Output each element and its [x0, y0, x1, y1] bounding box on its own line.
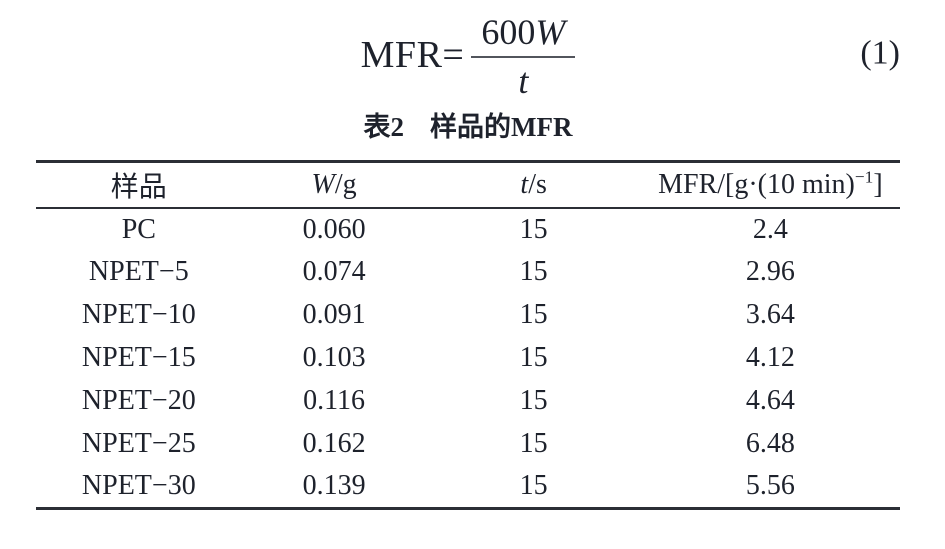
mfr-table: 样品 W/g t/s MFR/[g·(10 min)−1] PC 0.060 1… — [36, 160, 900, 511]
cell-sample: NPET−25 — [81, 428, 196, 460]
table-caption: 表2 样品的MFR — [36, 110, 900, 145]
column-header-mfr: MFR/[g·(10 min)−1] — [641, 162, 900, 208]
cell-time: 15 — [519, 256, 548, 288]
mfr-unit-prefix: MFR/[g·(10 min) — [658, 168, 855, 200]
cell-mfr: 2.4 — [752, 213, 788, 245]
cell-sample: NPET−30 — [81, 470, 196, 502]
time-unit: /s — [528, 168, 547, 200]
weight-variable: W — [311, 168, 335, 200]
cell-time: 15 — [519, 385, 548, 417]
column-header-time: t/s — [427, 162, 641, 208]
cell-weight: 0.162 — [302, 428, 366, 460]
cell-mfr: 6.48 — [745, 428, 795, 460]
cell-weight: 0.139 — [302, 470, 366, 502]
cell-time: 15 — [519, 299, 548, 331]
table-row: NPET−10 0.091 15 3.64 — [36, 294, 900, 337]
weight-unit: /g — [334, 168, 357, 200]
cell-sample: PC — [121, 213, 156, 245]
fraction-denominator: t — [471, 55, 576, 101]
cell-time: 15 — [519, 213, 548, 245]
table-row: NPET−30 0.139 15 5.56 — [36, 466, 900, 509]
table-body: PC 0.060 15 2.4 NPET−5 0.074 15 2.96 NPE… — [36, 208, 900, 509]
cell-weight: 0.103 — [302, 342, 366, 374]
numerator-coefficient: 600 — [481, 11, 536, 52]
cell-weight: 0.060 — [302, 213, 366, 245]
cell-sample: NPET−10 — [81, 299, 196, 331]
cell-time: 15 — [519, 428, 548, 460]
cell-weight: 0.074 — [302, 256, 366, 288]
mfr-unit-exponent: −1 — [854, 167, 874, 187]
equation-number: (1) — [860, 34, 900, 72]
numerator-variable-W: W — [535, 11, 566, 52]
cell-mfr: 4.12 — [745, 342, 795, 374]
table-header: 样品 W/g t/s MFR/[g·(10 min)−1] — [36, 162, 900, 208]
cell-time: 15 — [519, 470, 548, 502]
equation-fraction: 600W t — [471, 12, 576, 101]
equation-lhs: MFR= — [360, 34, 465, 76]
table-row: NPET−20 0.116 15 4.64 — [36, 380, 900, 423]
table-caption-title: 样品的MFR — [430, 112, 573, 142]
table-row: NPET−25 0.162 15 6.48 — [36, 423, 900, 466]
mfr-equation: MFR= 600W t — [361, 12, 576, 99]
cell-weight: 0.116 — [303, 385, 366, 417]
table-row: PC 0.060 15 2.4 — [36, 208, 900, 251]
header-row: 样品 W/g t/s MFR/[g·(10 min)−1] — [36, 162, 900, 208]
cell-mfr: 2.96 — [745, 256, 795, 288]
denominator-variable-t: t — [518, 60, 529, 101]
fraction-numerator: 600W — [471, 12, 575, 56]
page: MFR= 600W t (1) 表2 样品的MFR 样品 W/g t/s MFR/… — [0, 8, 945, 549]
table-row: NPET−15 0.103 15 4.12 — [36, 337, 900, 380]
cell-weight: 0.091 — [302, 299, 366, 331]
table-caption-label: 表2 — [363, 112, 405, 142]
mfr-unit-suffix: ] — [873, 168, 883, 200]
cell-sample: NPET−20 — [81, 385, 196, 417]
cell-time: 15 — [519, 342, 548, 374]
cell-sample: NPET−5 — [88, 256, 189, 288]
cell-sample: NPET−15 — [81, 342, 196, 374]
column-header-sample: 样品 — [110, 171, 167, 203]
time-variable: t — [520, 168, 529, 200]
cell-mfr: 5.56 — [745, 470, 795, 502]
cell-mfr: 4.64 — [745, 385, 795, 417]
column-header-weight: W/g — [242, 162, 427, 208]
table-row: NPET−5 0.074 15 2.96 — [36, 251, 900, 294]
cell-mfr: 3.64 — [745, 299, 795, 331]
equation-block: MFR= 600W t (1) — [36, 8, 900, 102]
